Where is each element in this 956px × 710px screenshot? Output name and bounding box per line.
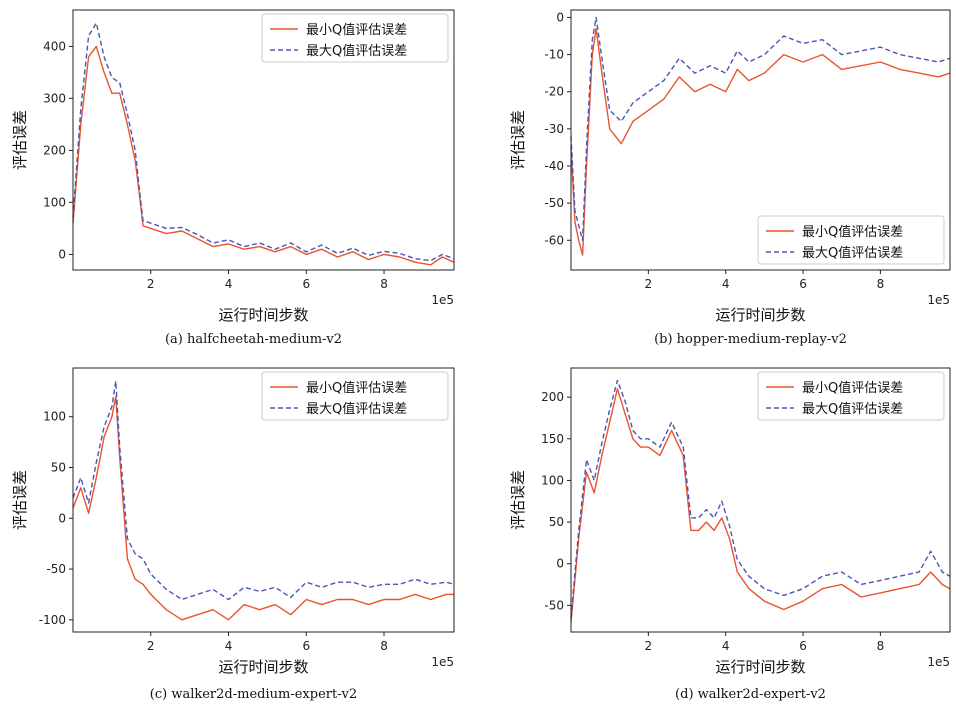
panel-d: 2 4 6 8 200 150 100 50 0 -50 1e5 运行时间步数 评估误差 (d) walk…	[509, 367, 951, 702]
legend-box	[757, 215, 945, 265]
x-tick-label: 4	[225, 639, 233, 653]
y-tick-label: 200	[43, 143, 66, 157]
y-tick-label: 0	[556, 557, 564, 571]
legend-box	[757, 371, 945, 421]
x-tick-label: 8	[380, 277, 388, 291]
y-tick-label: 50	[549, 515, 564, 529]
x-axis-label: 运行时间步数	[218, 306, 308, 324]
series-line-max	[570, 16, 951, 242]
y-tick-label: 0	[58, 511, 66, 525]
series-line-max	[72, 22, 455, 262]
panel-caption: (c) walker2d-medium-expert-v2	[150, 687, 357, 702]
legend-label: 最小Q值评估误差	[802, 380, 903, 396]
y-tick-label: 200	[541, 390, 564, 404]
series-line-min	[570, 388, 951, 623]
series-line-min	[72, 395, 454, 621]
x-offset-label: 1e5	[927, 293, 950, 307]
legend-label: 最小Q值评估误差	[802, 224, 903, 240]
legend-label: 最大Q值评估误差	[802, 401, 903, 417]
series-line-max	[570, 379, 951, 618]
legend-label: 最大Q值评估误差	[306, 43, 407, 59]
legend-label: 最小Q值评估误差	[306, 22, 407, 38]
y-tick-label: -60	[544, 233, 564, 247]
series-line-max	[72, 380, 455, 601]
x-tick-label: 6	[302, 639, 310, 653]
y-tick-label: 100	[43, 195, 66, 209]
y-tick-label: -10	[544, 48, 564, 62]
x-tick-label: 4	[225, 277, 233, 291]
y-tick-label: -30	[544, 122, 564, 136]
legend-label: 最大Q值评估误差	[802, 245, 903, 261]
x-tick-label: 6	[799, 639, 807, 653]
x-tick-label: 2	[147, 277, 155, 291]
x-offset-label: 1e5	[431, 655, 454, 669]
y-tick-label: 100	[43, 410, 66, 424]
y-tick-label: -100	[39, 613, 66, 627]
legend-label: 最小Q值评估误差	[306, 380, 407, 396]
y-axis-label: 评估误差	[509, 470, 527, 530]
x-tick-label: 2	[645, 277, 653, 291]
y-tick-label: -40	[544, 159, 564, 173]
y-axis-label: 评估误差	[11, 470, 29, 530]
x-offset-label: 1e5	[431, 293, 454, 307]
plot-frame	[570, 9, 951, 271]
y-tick-label: 300	[43, 91, 66, 105]
x-tick-label: 8	[877, 639, 885, 653]
x-tick-label: 6	[302, 277, 310, 291]
x-axis-label: 运行时间步数	[715, 658, 805, 676]
x-axis-label: 运行时间步数	[218, 658, 308, 676]
x-tick-label: 2	[645, 639, 653, 653]
plot-frame	[72, 9, 455, 271]
panel-caption: (d) walker2d-expert-v2	[675, 687, 826, 702]
x-offset-label: 1e5	[927, 655, 950, 669]
x-axis-label: 运行时间步数	[715, 306, 805, 324]
legend-box	[261, 371, 449, 421]
plot-frame	[570, 367, 951, 633]
y-axis-label: 评估误差	[509, 110, 527, 170]
x-tick-label: 2	[147, 639, 155, 653]
y-tick-label: 0	[556, 10, 564, 24]
y-tick-label: 100	[541, 473, 564, 487]
x-tick-label: 4	[722, 277, 730, 291]
x-tick-label: 8	[380, 639, 388, 653]
panel-a: 2 4 6 8 0 100 200 300 400 1e5 运行时间步数 评估误差 (a) halfch…	[11, 9, 455, 347]
legend-label: 最大Q值评估误差	[306, 401, 407, 417]
legend-box	[261, 13, 449, 63]
series-line-min	[570, 27, 951, 256]
y-tick-label: -50	[544, 598, 564, 612]
x-tick-label: 8	[877, 277, 885, 291]
panel-b: 2 4 6 8 0 -10 -20 -30 -40 -50 -60 1e5 运行时间步数 评估误差 (b) …	[509, 9, 951, 347]
x-tick-label: 6	[799, 277, 807, 291]
y-tick-label: -50	[46, 562, 66, 576]
y-tick-label: 0	[58, 247, 66, 261]
panel-c: 2 4 6 8 100 50 0 -50 -100 1e5 运行时间步数 评估误差 (c) walker…	[11, 367, 455, 702]
panel-caption: (b) hopper-medium-replay-v2	[654, 332, 847, 347]
y-tick-label: -20	[544, 85, 564, 99]
y-tick-label: 400	[43, 39, 66, 53]
series-line-min	[72, 45, 455, 266]
y-tick-label: 150	[541, 432, 564, 446]
y-axis-label: 评估误差	[11, 110, 29, 170]
plot-frame	[72, 367, 455, 633]
panel-caption: (a) halfcheetah-medium-v2	[165, 332, 342, 347]
x-tick-label: 4	[722, 639, 730, 653]
y-tick-label: 50	[51, 461, 66, 475]
y-tick-label: -50	[544, 196, 564, 210]
